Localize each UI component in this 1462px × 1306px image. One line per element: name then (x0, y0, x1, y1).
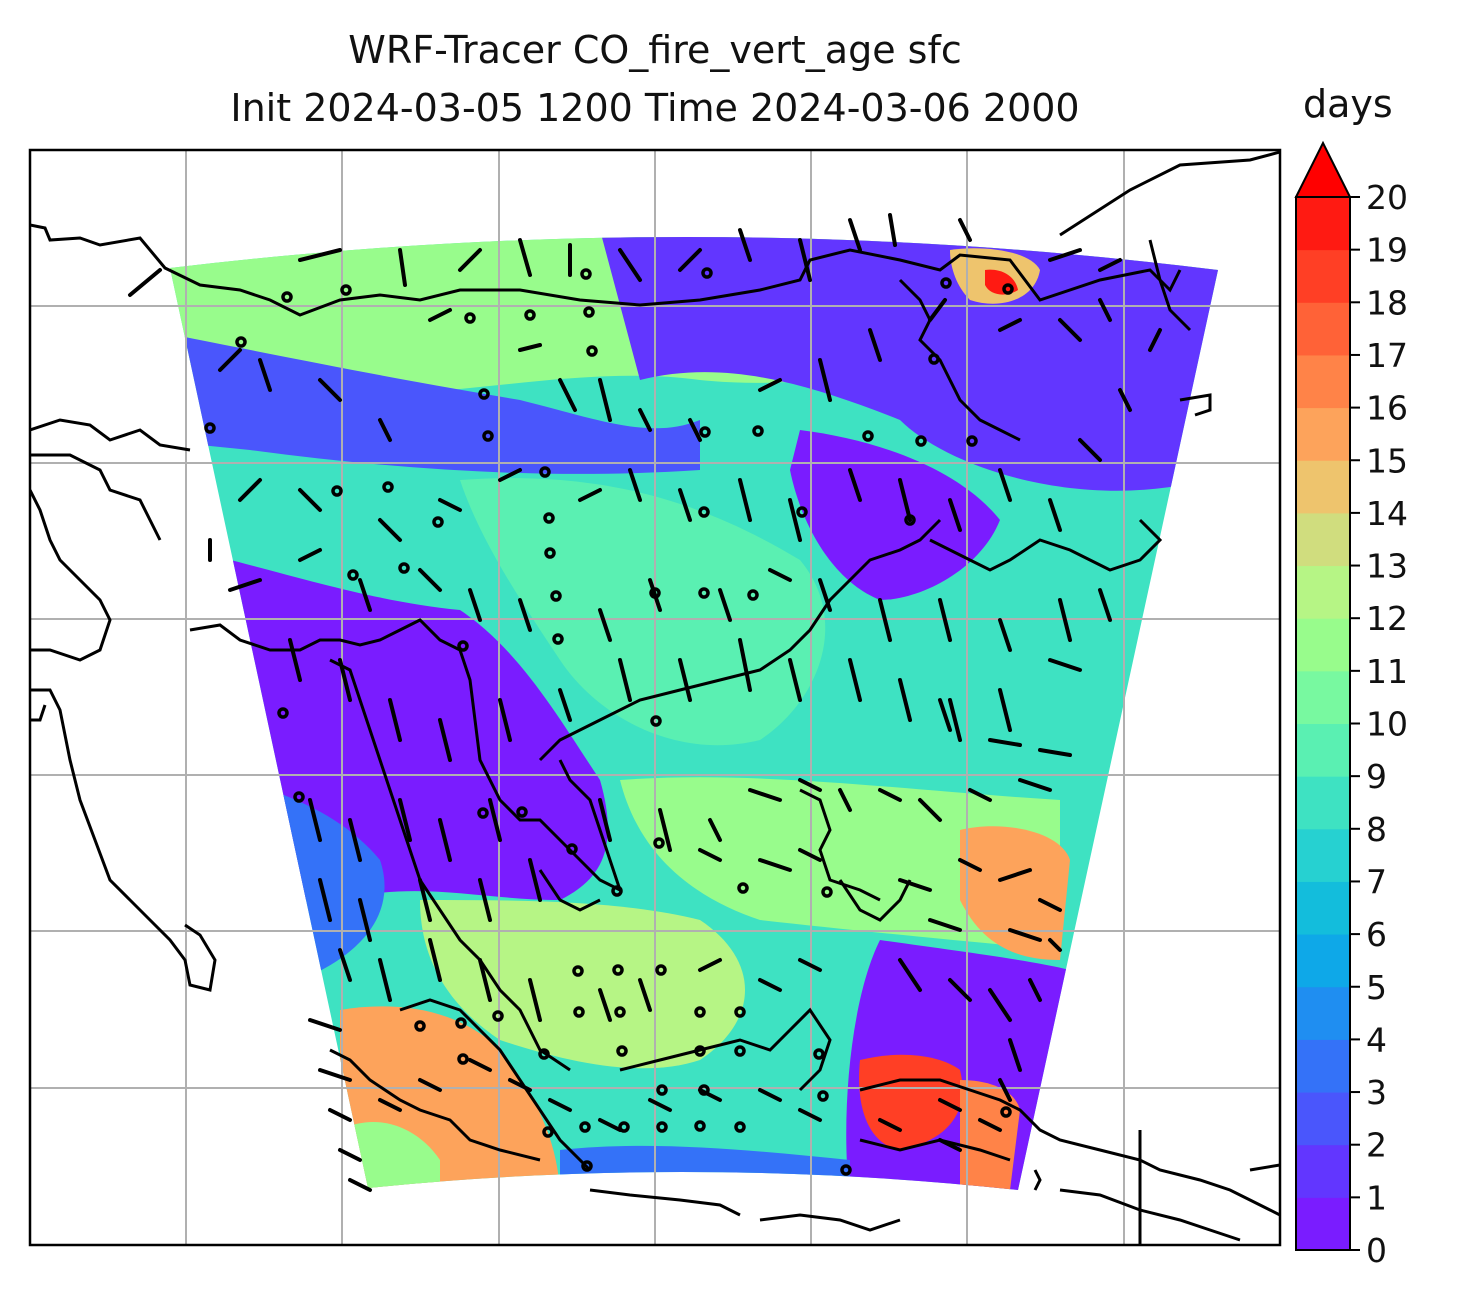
colorbar-segment (1296, 1092, 1350, 1146)
colorbar-tick-label: 7 (1366, 862, 1387, 901)
colorbar-tick-label: 15 (1366, 441, 1408, 480)
colorbar-unit-label: days (1303, 82, 1393, 126)
colorbar-tick-label: 12 (1366, 599, 1408, 638)
colorbar-tick-label: 11 (1366, 652, 1408, 691)
colorbar-tick-label: 3 (1366, 1073, 1387, 1112)
colorbar-segment (1296, 881, 1350, 935)
field-south-green (620, 777, 1060, 950)
colorbar-tick-label: 19 (1366, 231, 1408, 270)
colorbar-segment (1296, 1197, 1350, 1251)
colorbar-segment (1296, 512, 1350, 567)
colorbar-segment (1296, 670, 1350, 724)
colorbar-tick-label: 16 (1366, 389, 1408, 428)
colorbar-tick-label: 13 (1366, 547, 1408, 586)
colorbar-segment (1296, 723, 1350, 777)
colorbar-segment (1296, 565, 1350, 619)
colorbar-tick-label: 1 (1366, 1178, 1387, 1217)
colorbar-tick-label: 2 (1366, 1126, 1387, 1165)
colorbar-segment (1296, 407, 1350, 461)
colorbar-tick-label: 10 (1366, 705, 1408, 744)
colorbar-segment (1296, 354, 1350, 409)
colorbar-tick-label: 9 (1366, 757, 1387, 796)
colorbar-segment (1296, 197, 1350, 251)
colorbar-extend-arrow (1294, 140, 1352, 198)
field-north-blue (170, 330, 700, 474)
colorbar-tick-label: 0 (1366, 1231, 1387, 1270)
colorbar-segment (1296, 618, 1350, 672)
colorbar-segment (1296, 460, 1350, 514)
colorbar-tick-label: 5 (1366, 968, 1387, 1007)
chart-title-line2: Init 2024-03-05 1200 Time 2024-03-06 200… (230, 86, 1080, 130)
calm-markers (204, 267, 1014, 1176)
field-east-purple (790, 430, 1000, 600)
field-east-orange (960, 826, 1070, 960)
colorbar-segment (1296, 776, 1350, 830)
field-south-green2 (420, 900, 745, 1069)
co-age-field (170, 236, 1218, 1190)
colorbar-tick-label: 8 (1366, 810, 1387, 849)
colorbar-tick-label: 17 (1366, 336, 1408, 375)
colorbar-segment (1296, 986, 1350, 1040)
colorbar-tick-label: 14 (1366, 494, 1408, 533)
map-frame (28, 148, 1282, 1247)
field-center-cyan (460, 478, 826, 746)
colorbar-segment (1296, 934, 1350, 988)
colorbar-tick-label: 18 (1366, 283, 1408, 322)
colorbar-segment (1296, 1144, 1350, 1198)
colorbar-segment (1296, 828, 1350, 882)
field-north-purple (600, 236, 1218, 491)
colorbar-segment (1296, 302, 1350, 356)
wind-barbs (128, 213, 1162, 1192)
colorbar-tick-label: 20 (1366, 178, 1408, 217)
colorbar-segment (1296, 1039, 1350, 1093)
colorbar-tick-label: 6 (1366, 915, 1387, 954)
colorbar-segment (1296, 249, 1350, 303)
colorbar-tick-label: 4 (1366, 1020, 1387, 1059)
colorbar-segments (1296, 197, 1350, 1251)
chart-title-line1: WRF-Tracer CO_fire_vert_age sfc (348, 28, 962, 72)
gridlines (30, 150, 1280, 1245)
